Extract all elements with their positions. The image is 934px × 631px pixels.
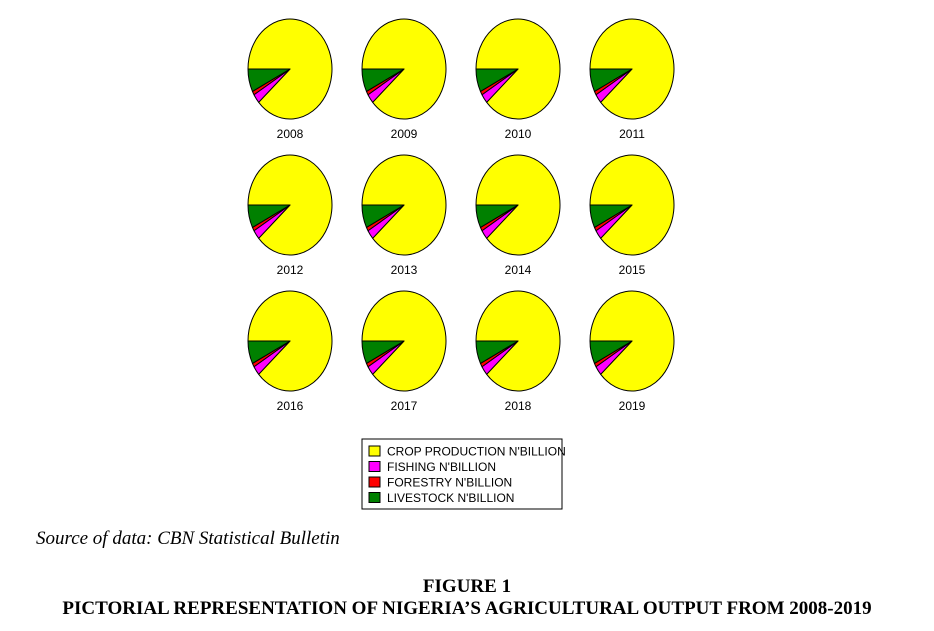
pie-2016: 2016 bbox=[247, 290, 333, 413]
slice-livestock-2008 bbox=[247, 68, 291, 92]
source-note: Source of data: CBN Statistical Bulletin bbox=[36, 528, 340, 549]
legend-label-livestock: LIVESTOCK N'BILLION bbox=[387, 491, 514, 505]
pie-label-2016: 2016 bbox=[277, 399, 304, 413]
slice-livestock-2019 bbox=[589, 340, 633, 364]
legend-swatch-livestock bbox=[368, 492, 381, 503]
pie-label-2015: 2015 bbox=[619, 263, 646, 277]
pie-label-2012: 2012 bbox=[277, 263, 304, 277]
legend-label-crop: CROP PRODUCTION N'BILLION bbox=[387, 445, 566, 459]
slice-livestock-2010 bbox=[475, 68, 519, 92]
pie-label-2017: 2017 bbox=[391, 399, 418, 413]
slice-livestock-2018 bbox=[475, 340, 519, 364]
pie-2014: 2014 bbox=[475, 154, 561, 277]
figure-number: FIGURE 1 bbox=[422, 576, 512, 597]
pie-2017: 2017 bbox=[361, 290, 447, 413]
pies-layer: 2008 2009 2010 2011 2012 2013 2014 2015 2016 2017… bbox=[247, 18, 675, 413]
pie-2019: 2019 bbox=[589, 290, 675, 413]
pie-2008: 2008 bbox=[247, 18, 333, 141]
legend-swatch-crop bbox=[368, 445, 381, 457]
slice-livestock-2013 bbox=[361, 204, 405, 228]
pie-label-2018: 2018 bbox=[505, 399, 532, 413]
figure-title: PICTORIAL REPRESENTATION OF NIGERIA’S AG… bbox=[62, 598, 872, 619]
legend-box bbox=[361, 438, 563, 510]
pie-label-2013: 2013 bbox=[391, 263, 418, 277]
pie-2009: 2009 bbox=[361, 18, 447, 141]
legend-swatch-forestry bbox=[368, 476, 381, 488]
pie-label-2011: 2011 bbox=[619, 127, 645, 141]
slice-livestock-2012 bbox=[247, 204, 291, 228]
slice-livestock-2015 bbox=[589, 204, 633, 228]
pie-label-2014: 2014 bbox=[505, 263, 532, 277]
slice-livestock-2009 bbox=[361, 68, 405, 92]
legend-label-fishing: FISHING N'BILLION bbox=[387, 460, 496, 474]
pie-2018: 2018 bbox=[475, 290, 561, 413]
slice-livestock-2011 bbox=[589, 68, 633, 92]
pie-label-2008: 2008 bbox=[277, 127, 304, 141]
pie-label-2019: 2019 bbox=[619, 399, 646, 413]
pie-2013: 2013 bbox=[361, 154, 447, 277]
pie-2012: 2012 bbox=[247, 154, 333, 277]
pie-label-2010: 2010 bbox=[505, 127, 532, 141]
pie-label-2009: 2009 bbox=[391, 127, 418, 141]
pie-2011: 2011 bbox=[589, 18, 675, 141]
legend-swatch-fishing bbox=[368, 461, 381, 472]
slice-livestock-2017 bbox=[361, 340, 405, 364]
slice-livestock-2014 bbox=[475, 204, 519, 228]
pie-2010: 2010 bbox=[475, 18, 561, 141]
legend-label-forestry: FORESTRY N'BILLION bbox=[387, 476, 512, 490]
pie-2015: 2015 bbox=[589, 154, 675, 277]
slice-livestock-2016 bbox=[247, 340, 291, 364]
